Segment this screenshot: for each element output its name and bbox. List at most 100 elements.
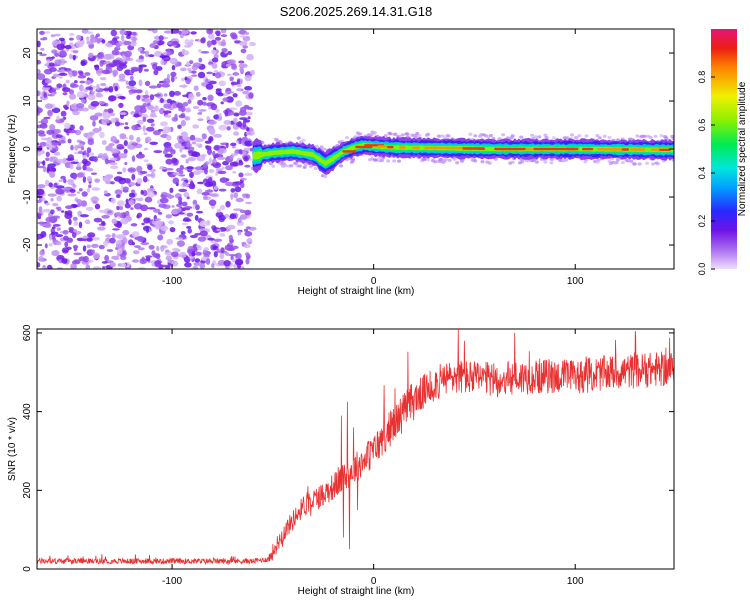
noise-blob (190, 134, 196, 141)
noise-blob (242, 45, 248, 49)
noise-blob (239, 62, 244, 69)
noise-blob (232, 171, 236, 174)
noise-blob (229, 77, 234, 82)
noise-blob (208, 33, 215, 40)
noise-blob (207, 120, 217, 125)
x-tick-label: -100 (162, 576, 182, 587)
noise-blob (57, 206, 62, 212)
noise-blob (218, 80, 226, 87)
noise-blob (182, 181, 187, 187)
noise-blob (58, 72, 68, 76)
noise-blob (140, 107, 147, 114)
noise-blob (129, 75, 134, 81)
noise-blob (65, 79, 70, 84)
noise-blob (136, 136, 141, 143)
colorbar-tick-label: 0.2 (697, 215, 707, 228)
noise-blob (212, 134, 222, 138)
noise-blob (242, 90, 250, 95)
noise-blob (224, 244, 233, 251)
noise-blob (144, 98, 153, 104)
noise-blob (86, 244, 91, 249)
signal-haze (489, 133, 493, 138)
noise-blob (166, 238, 174, 245)
noise-blob (58, 37, 65, 42)
noise-blob (225, 142, 229, 149)
noise-blob (247, 106, 254, 111)
noise-blob (53, 182, 58, 188)
noise-blob (226, 73, 232, 77)
noise-blob (118, 102, 124, 108)
noise-blob (105, 234, 112, 238)
noise-blob (232, 93, 238, 98)
noise-blob (220, 41, 226, 47)
noise-blob (131, 189, 136, 193)
noise-blob (163, 103, 172, 109)
noise-blob (179, 164, 184, 171)
noise-blob (177, 124, 182, 130)
signal-haze (386, 159, 391, 163)
noise-blob (137, 247, 145, 251)
noise-blob (92, 252, 101, 260)
noise-blob (143, 132, 148, 135)
noise-blob (196, 210, 204, 214)
noise-blob (51, 49, 58, 54)
noise-blob (171, 251, 179, 258)
noise-blob (61, 210, 65, 213)
noise-blob (239, 214, 248, 220)
noise-blob (183, 217, 190, 222)
signal-haze (659, 134, 664, 138)
noise-blob (48, 243, 53, 247)
noise-blob (170, 75, 175, 83)
noise-blob (178, 200, 183, 205)
colorbar-ticks: 0.0 0.2 0.4 0.6 0.8 (697, 71, 715, 275)
signal-haze (614, 160, 619, 164)
noise-blob (233, 117, 238, 124)
noise-blob (45, 151, 50, 157)
noise-blob (153, 150, 163, 154)
noise-blob (55, 185, 65, 189)
noise-blob (87, 31, 93, 35)
noise-blob (98, 153, 104, 159)
noise-blob (109, 162, 118, 166)
noise-blob (132, 259, 139, 263)
noise-blob (146, 126, 155, 132)
noise-blob (172, 172, 180, 176)
noise-blob (150, 123, 155, 127)
signal-haze (268, 162, 273, 166)
noise-blob (136, 235, 144, 242)
noise-blob (124, 122, 129, 125)
noise-blob (185, 107, 192, 113)
noise-blob (165, 168, 174, 171)
noise-blob (152, 209, 161, 213)
noise-blob (78, 256, 86, 262)
noise-blob (193, 85, 199, 91)
noise-blob (73, 252, 82, 256)
noise-blob (72, 204, 78, 208)
noise-blob (215, 173, 219, 176)
noise-blob (66, 100, 70, 106)
y-tick-label: 400 (22, 403, 33, 420)
noise-blob (53, 87, 61, 90)
noise-blob (205, 258, 211, 265)
noise-blob (194, 166, 204, 171)
noise-blob (91, 90, 96, 94)
noise-blob (230, 193, 234, 200)
noise-blob (236, 88, 243, 92)
noise-blob (146, 188, 156, 192)
noise-blob (217, 156, 226, 161)
noise-blob (86, 147, 92, 154)
noise-blob (238, 159, 242, 163)
noise-blob (76, 91, 86, 99)
signal-haze (648, 135, 653, 139)
noise-blob (225, 181, 234, 187)
noise-blob (140, 170, 148, 175)
noise-blob (213, 159, 217, 163)
noise-blob (62, 187, 71, 191)
noise-blob (228, 107, 238, 110)
signal-haze (530, 133, 535, 137)
noise-blob (54, 52, 60, 57)
noise-blob (65, 205, 73, 210)
noise-blob (205, 145, 212, 151)
noise-blob (245, 252, 250, 256)
